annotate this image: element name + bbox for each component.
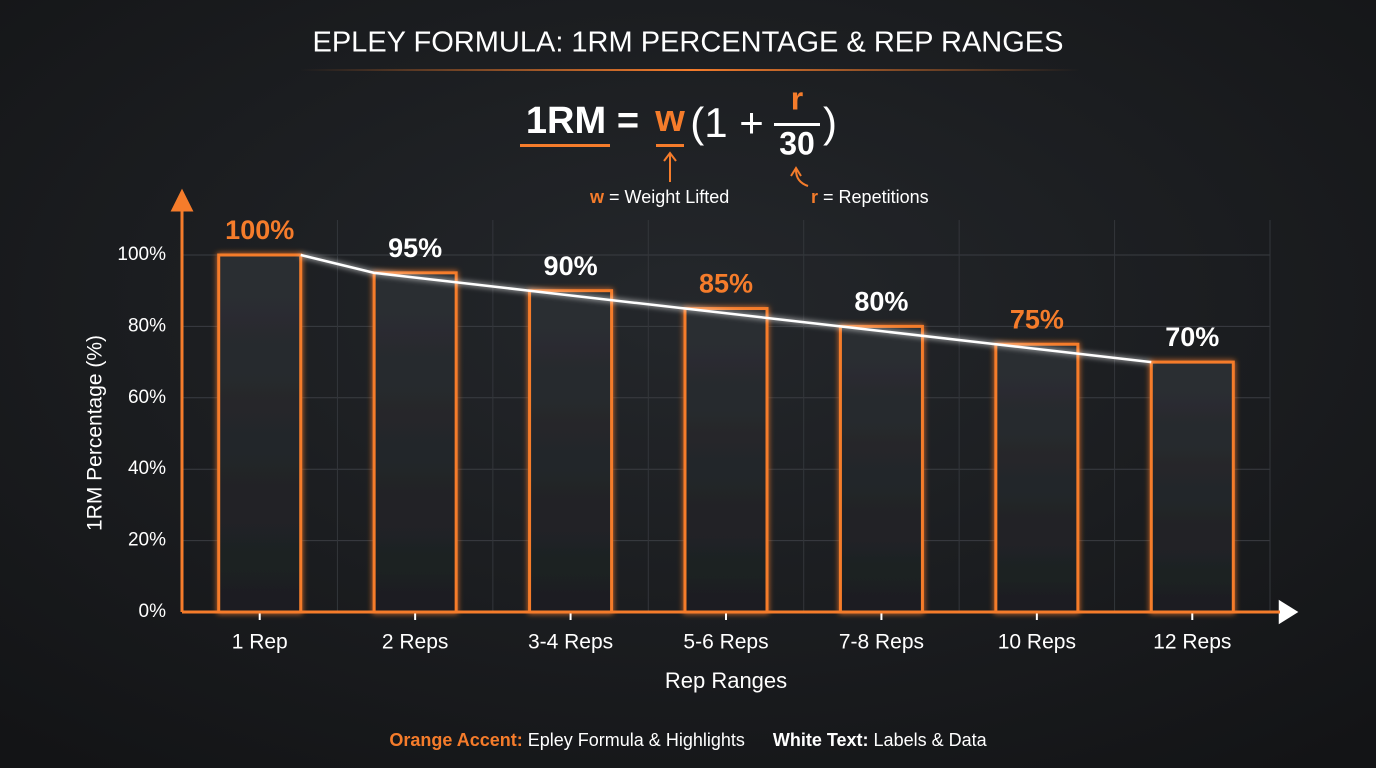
y-tick-label: 60% <box>128 387 166 408</box>
value-label: 90% <box>544 251 598 281</box>
bar <box>683 307 769 614</box>
x-tick-label: 3-4 Reps <box>528 631 613 654</box>
x-tick-label: 2 Reps <box>382 631 449 654</box>
chart-title: EPLEY FORMULA: 1RM PERCENTAGE & REP RANG… <box>313 27 1064 59</box>
formula-lhs: 1RM <box>526 100 606 142</box>
formula-weight: w <box>654 98 685 140</box>
y-tick-label: 40% <box>128 458 166 479</box>
x-tick-label: 10 Reps <box>998 631 1076 654</box>
legend: Orange Accent: Epley Formula & Highlight… <box>389 730 987 750</box>
formula-open: (1 + <box>690 99 764 146</box>
legend-key: White Text: <box>773 730 869 750</box>
value-label: 80% <box>854 287 908 317</box>
formula-underline <box>520 144 610 147</box>
fraction-bar <box>774 123 820 126</box>
formula-underline <box>656 144 684 147</box>
annotation: w = Weight Lifted <box>589 187 729 207</box>
trend-line <box>300 253 1152 364</box>
value-label: 95% <box>388 233 442 263</box>
value-label: 85% <box>699 269 753 299</box>
legend-text: Labels & Data <box>874 730 988 750</box>
annotation-text: = Weight Lifted <box>609 187 729 207</box>
annotation-text: = Repetitions <box>823 187 929 207</box>
x-axis-label: Rep Ranges <box>665 668 787 693</box>
x-tick-label: 5-6 Reps <box>683 631 768 654</box>
annotation: r = Repetitions <box>811 187 929 207</box>
bar <box>528 289 614 614</box>
y-tick-label: 20% <box>128 530 166 551</box>
annotation-symbol: w <box>589 187 605 207</box>
formula-close: ) <box>823 99 837 146</box>
bar <box>838 324 924 614</box>
formula-denominator: 30 <box>779 125 815 161</box>
value-label: 70% <box>1165 322 1219 352</box>
value-label: 100% <box>225 215 294 245</box>
bar <box>372 271 458 614</box>
x-tick-label: 1 Rep <box>232 631 288 654</box>
title-rule <box>300 69 1080 71</box>
y-axis-label: 1RM Percentage (%) <box>84 335 107 531</box>
formula-equals: = <box>617 100 639 142</box>
formula-numerator: r <box>791 80 803 116</box>
annotation-arrow <box>790 166 809 187</box>
legend-text: Epley Formula & Highlights <box>528 730 745 750</box>
bar <box>994 342 1080 614</box>
bar <box>1149 360 1235 614</box>
plot: 0% 20% 40% 60% 80% 100% 1 Rep 100% 2 Reps 95% 3-4 … <box>117 188 1299 654</box>
annotation-arrow <box>663 151 677 182</box>
y-tick-label: 80% <box>128 315 166 336</box>
formula: 1RM = w (1 + r 30 ) <box>520 80 837 161</box>
x-tick-label: 12 Reps <box>1153 631 1231 654</box>
y-tick-label: 0% <box>139 601 167 622</box>
legend-key: Orange Accent: <box>389 730 522 750</box>
bar <box>217 253 303 614</box>
annotation-symbol: r <box>811 187 818 207</box>
value-label: 75% <box>1010 304 1064 334</box>
y-tick-label: 100% <box>117 244 166 265</box>
x-tick-label: 7-8 Reps <box>839 631 924 654</box>
y-axis <box>170 188 194 612</box>
